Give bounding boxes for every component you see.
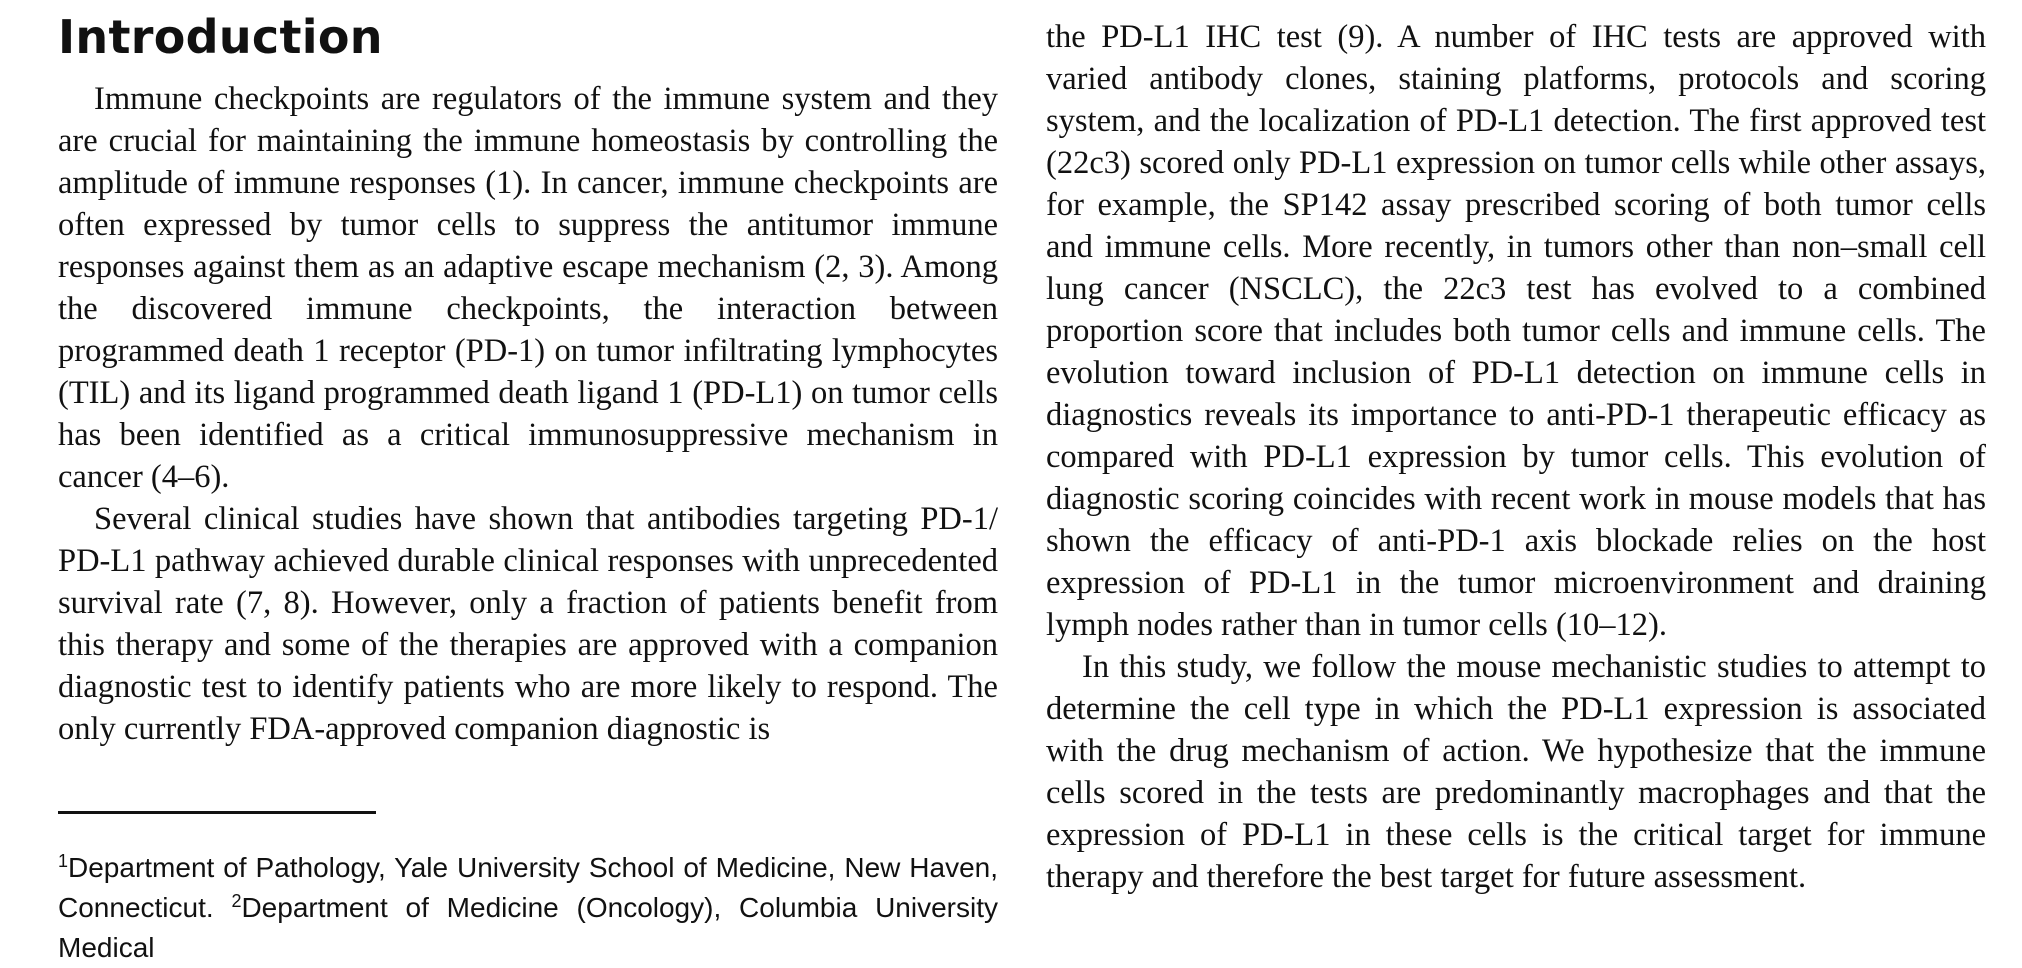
affiliation-footnote: 1Department of Pathology, Yale Universit… xyxy=(58,848,998,968)
section-heading: Introduction xyxy=(58,10,383,64)
left-column: Introduction Immune checkpoints are regu… xyxy=(58,0,998,750)
intro-paragraph-2-continued: the PD-L1 IHC test (9). A number of IHC … xyxy=(1046,19,1986,643)
intro-paragraph-3: In this study, we follow the mouse mecha… xyxy=(1046,649,1986,895)
intro-paragraph-2: Several clinical studies have shown that… xyxy=(58,501,998,747)
footnote-marker-1: 1 xyxy=(58,851,69,871)
intro-paragraph-1: Immune checkpoints are regulators of the… xyxy=(58,81,998,495)
footnote-divider xyxy=(58,811,376,814)
footnote-marker-2: 2 xyxy=(231,891,242,911)
right-column: the PD-L1 IHC test (9). A number of IHC … xyxy=(1046,0,1986,898)
